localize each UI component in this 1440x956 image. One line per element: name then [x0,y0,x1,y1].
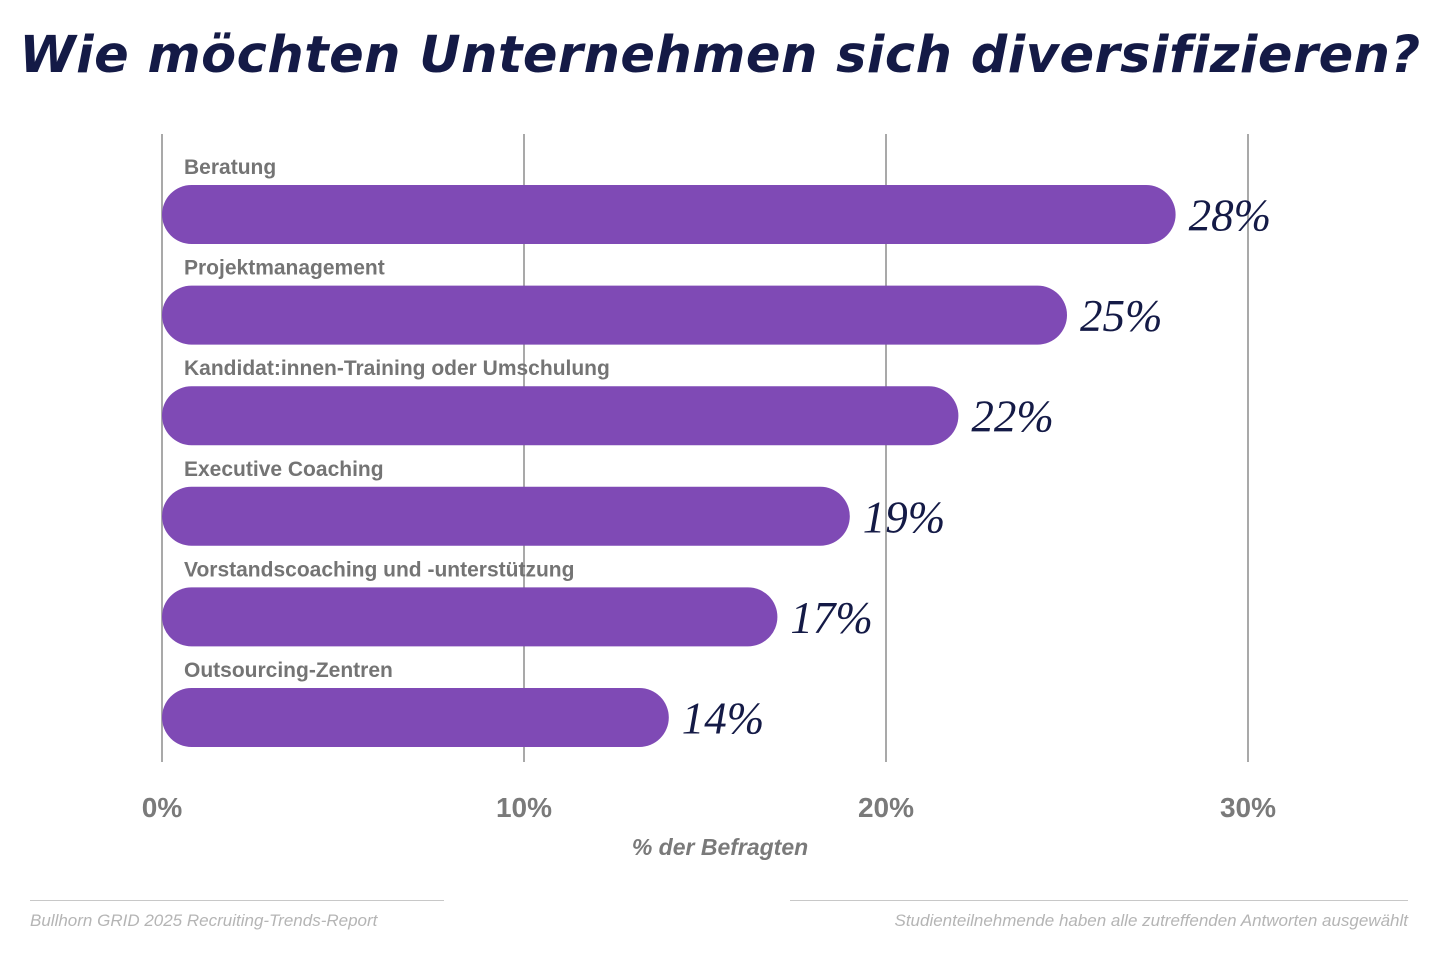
bars [162,185,1176,747]
x-tick-label: 0% [142,792,183,823]
value-label: 22% [971,392,1054,442]
x-tick-label: 10% [496,792,552,823]
bar [162,185,1176,244]
x-tick-label: 30% [1220,792,1276,823]
value-label: 19% [863,492,946,542]
chart-title: Wie möchten Unternehmen sich diversifizi… [19,26,1421,85]
category-label: Outsourcing-Zentren [184,659,393,682]
x-axis-title: % der Befragten [632,834,808,860]
category-label: Beratung [184,156,276,179]
footer-rule-right [790,900,1408,901]
value-label: 17% [790,593,873,643]
value-label: 14% [682,694,765,744]
category-label: Executive Coaching [184,458,384,481]
footer-rule-left [30,900,444,901]
value-label: 25% [1080,291,1163,341]
footer-source: Bullhorn GRID 2025 Recruiting-Trends-Rep… [30,911,378,930]
footer-note: Studienteilnehmende haben alle zutreffen… [894,911,1408,930]
bar [162,688,669,747]
bar [162,587,778,647]
bar [162,486,850,546]
labels: 0% 10% 20% 30% Beratung 28% Projektmanagement 2… [142,156,1276,823]
category-label: Projektmanagement [184,257,385,280]
category-label: Kandidat:innen-Training oder Umschulung [184,357,610,380]
value-label: 28% [1189,191,1272,241]
bar [162,285,1067,345]
x-tick-label: 20% [858,792,914,823]
category-label: Vorstandscoaching und -unterstützung [184,558,574,581]
bar [162,386,959,446]
